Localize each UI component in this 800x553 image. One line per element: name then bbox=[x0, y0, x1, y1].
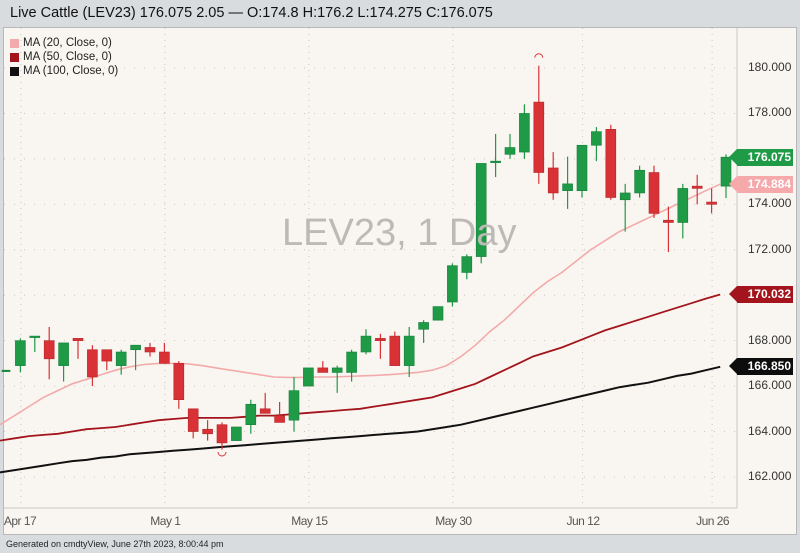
date-tick-label: Jun 12 bbox=[566, 514, 600, 528]
candle-body bbox=[115, 351, 127, 366]
candle-body bbox=[720, 156, 732, 187]
candle-body bbox=[101, 349, 113, 362]
legend-label: MA (50, Close, 0) bbox=[23, 51, 112, 63]
candle-body bbox=[317, 367, 329, 373]
candle-body bbox=[389, 335, 401, 366]
instrument-quote-title: Live Cattle (LEV23) 176.075 2.05 — O:174… bbox=[10, 5, 493, 21]
candle-body bbox=[231, 426, 242, 441]
legend-item-ma20[interactable]: MA (20, Close, 0) bbox=[10, 36, 118, 50]
price-tick-label: 180.000 bbox=[748, 60, 792, 74]
candle-body bbox=[504, 147, 516, 155]
candle-body bbox=[331, 367, 343, 373]
candle-body bbox=[144, 347, 156, 353]
candle-body bbox=[648, 172, 660, 214]
price-tick-label: 174.000 bbox=[748, 196, 792, 211]
candle-body bbox=[274, 415, 285, 423]
candle-body bbox=[533, 101, 545, 173]
ma20-swatch-icon bbox=[10, 38, 19, 48]
chart-watermark: LEV23, 1 Day bbox=[282, 212, 517, 254]
candle-body bbox=[130, 344, 141, 351]
candle-body bbox=[706, 201, 717, 205]
candle-body bbox=[490, 160, 501, 163]
candle-body bbox=[576, 144, 588, 191]
price-tick-label: 162.000 bbox=[748, 468, 792, 483]
candle-body bbox=[605, 129, 617, 198]
candle-body bbox=[403, 335, 415, 366]
price-tick-label: 168.000 bbox=[748, 332, 792, 347]
candle-body bbox=[547, 167, 559, 194]
candle-body bbox=[72, 338, 84, 341]
candle-body bbox=[375, 338, 386, 341]
date-tick-label: May 30 bbox=[435, 514, 472, 528]
candle-body bbox=[1, 369, 11, 372]
candle-body bbox=[663, 219, 674, 223]
candle-body bbox=[43, 340, 55, 360]
title-bar: Live Cattle (LEV23) 176.075 2.05 — O:174… bbox=[0, 0, 800, 27]
candle-body bbox=[216, 424, 228, 444]
last-value-price-tag: 166.850 bbox=[729, 358, 793, 376]
candle-body bbox=[619, 192, 631, 201]
ma50-swatch-icon bbox=[10, 52, 19, 62]
candle-body bbox=[87, 349, 98, 378]
candle-body bbox=[432, 306, 444, 321]
candle-body bbox=[461, 256, 473, 273]
candle-body bbox=[259, 408, 271, 414]
candle-body bbox=[447, 265, 458, 303]
candle-body bbox=[634, 169, 645, 194]
chart-frame[interactable] bbox=[3, 27, 797, 535]
date-tick-label: Apr 17 bbox=[3, 514, 37, 528]
price-tick-label: 166.000 bbox=[748, 378, 792, 393]
candle-body bbox=[303, 367, 314, 387]
candle-body bbox=[159, 351, 170, 364]
price-tick-label: 178.000 bbox=[748, 105, 792, 120]
candle-body bbox=[15, 340, 26, 366]
period-low-marker-icon bbox=[217, 451, 227, 457]
candle-body bbox=[562, 183, 573, 191]
candle-body bbox=[360, 335, 372, 353]
last-value-price-tag: 170.032 bbox=[729, 285, 793, 303]
price-tick-label: 172.000 bbox=[748, 241, 792, 256]
date-tick-label: May 15 bbox=[291, 514, 328, 528]
ma50-line bbox=[0, 293, 721, 442]
price-tick-label: 164.000 bbox=[748, 423, 792, 438]
generated-footer: Generated on cmdtyView, June 27th 2023, … bbox=[6, 539, 224, 549]
candle-body bbox=[187, 408, 199, 432]
candle-body bbox=[691, 185, 703, 189]
candle-body bbox=[245, 403, 257, 426]
period-high-marker-icon bbox=[534, 53, 544, 58]
candle-body bbox=[288, 390, 300, 421]
legend-item-ma100[interactable]: MA (100, Close, 0) bbox=[10, 64, 118, 78]
legend-label: MA (20, Close, 0) bbox=[23, 37, 112, 49]
candle-body bbox=[173, 363, 185, 401]
chart-legend: MA (20, Close, 0) MA (50, Close, 0) MA (… bbox=[10, 36, 118, 78]
candle-body bbox=[519, 113, 530, 153]
candle-body bbox=[418, 322, 429, 330]
last-value-price-tag: 174.884 bbox=[729, 175, 793, 193]
ma100-line bbox=[0, 365, 721, 474]
candle-body bbox=[29, 335, 41, 338]
legend-item-ma50[interactable]: MA (50, Close, 0) bbox=[10, 50, 118, 64]
legend-label: MA (100, Close, 0) bbox=[23, 65, 119, 77]
ma100-swatch-icon bbox=[10, 66, 19, 76]
candle-body bbox=[677, 188, 689, 223]
candle-body bbox=[346, 351, 357, 373]
date-tick-label: Jun 26 bbox=[696, 514, 730, 528]
candle-body bbox=[475, 163, 487, 257]
candle-body bbox=[202, 428, 213, 435]
date-tick-label: May 1 bbox=[150, 514, 181, 528]
candle-body bbox=[58, 342, 69, 366]
candle-body bbox=[591, 131, 602, 146]
last-value-price-tag: 176.075 bbox=[729, 148, 793, 166]
ma20-line bbox=[0, 183, 721, 426]
